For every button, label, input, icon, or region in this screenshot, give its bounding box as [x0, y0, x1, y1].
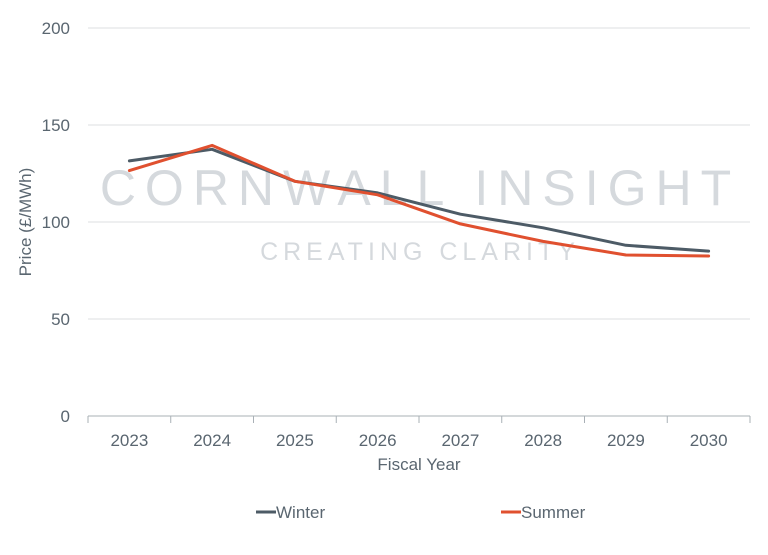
y-tick-label-100: 100 [42, 213, 70, 232]
series-line-winter [127, 147, 711, 253]
legend-label-summer: Summer [521, 503, 586, 522]
x-tick-label-2023: 2023 [110, 431, 148, 450]
series-line-summer [127, 143, 711, 258]
legend: Winter Summer [256, 503, 586, 522]
y-tick-label-200: 200 [42, 19, 70, 38]
x-tick-label-2030: 2030 [690, 431, 728, 450]
x-tick-label-2025: 2025 [276, 431, 314, 450]
x-axis-title: Fiscal Year [377, 455, 460, 474]
y-tick-label-150: 150 [42, 116, 70, 135]
gridlines [88, 27, 750, 320]
x-tick-label-2027: 2027 [441, 431, 479, 450]
legend-label-winter: Winter [276, 503, 325, 522]
x-axis-ticks: 2023 2024 2025 2026 2027 2028 2029 2030 [110, 431, 727, 450]
watermark: CORNWALL INSIGHT CREATING CLARITY [100, 160, 740, 266]
x-tick-label-2028: 2028 [524, 431, 562, 450]
y-axis-ticks: 0 50 100 150 200 [42, 19, 70, 426]
axes [87, 415, 751, 423]
y-tick-label-0: 0 [61, 407, 70, 426]
watermark-title: CORNWALL INSIGHT [100, 160, 740, 216]
series-lines [127, 143, 711, 258]
y-tick-label-50: 50 [51, 310, 70, 329]
x-tick-label-2024: 2024 [193, 431, 231, 450]
watermark-subtitle: CREATING CLARITY [260, 238, 580, 266]
y-axis-title: Price (£/MWh) [16, 168, 35, 277]
x-tick-label-2029: 2029 [607, 431, 645, 450]
x-tick-label-2026: 2026 [359, 431, 397, 450]
